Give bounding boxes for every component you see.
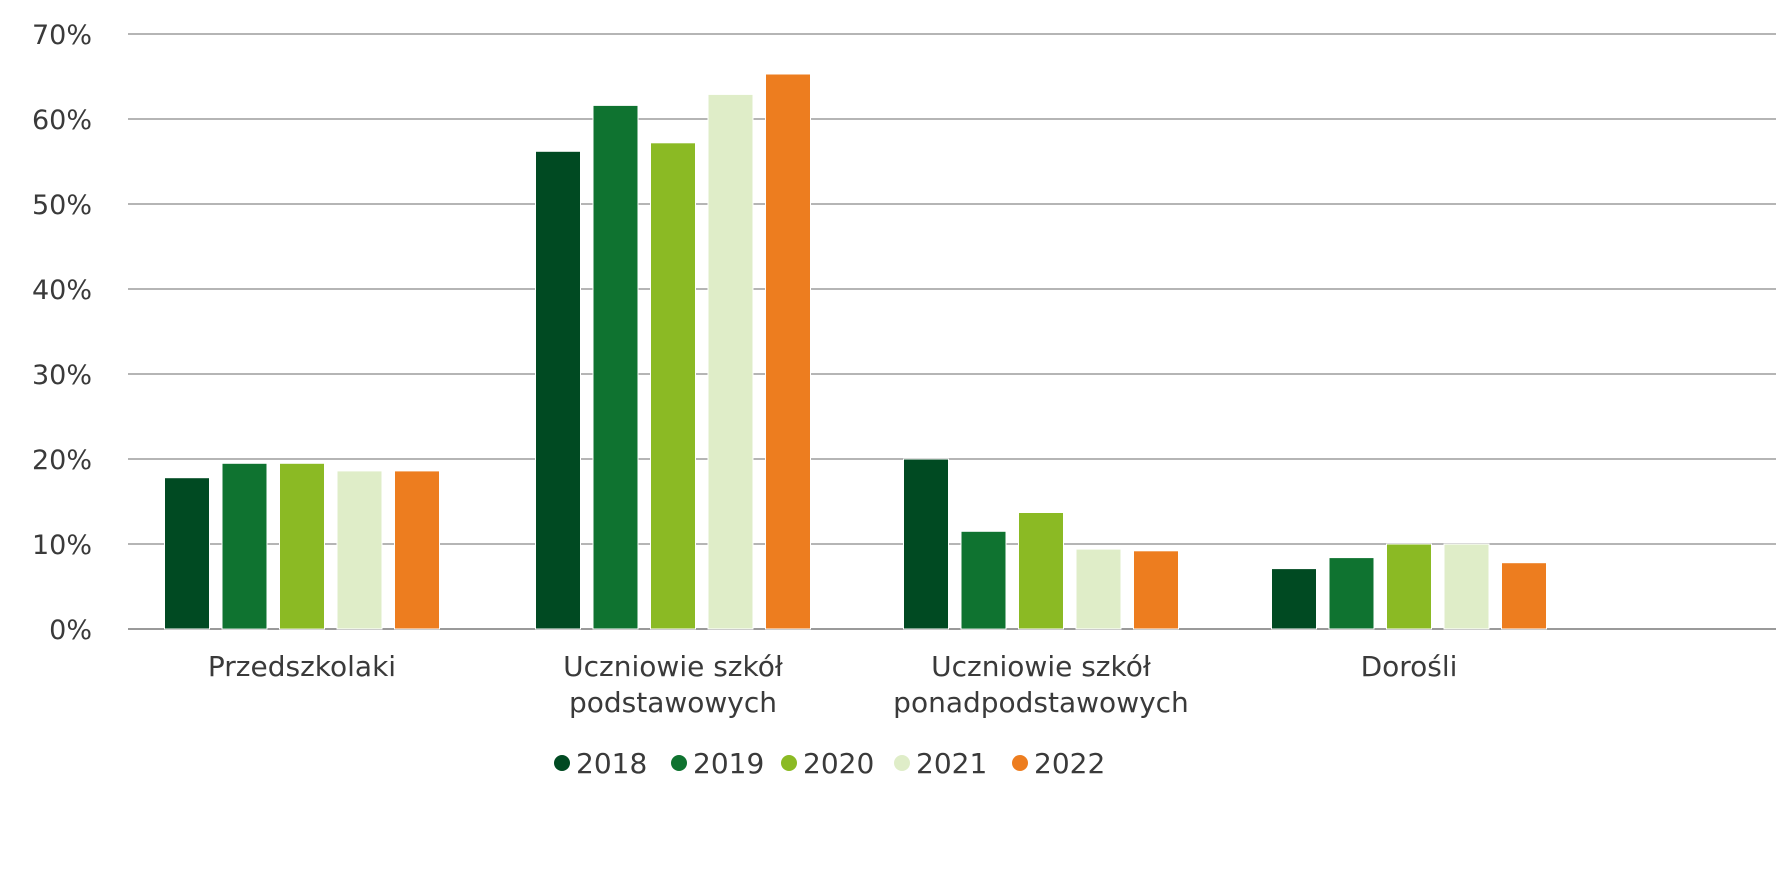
legend-marker-2021 [894, 755, 910, 771]
bar-2018-3 [1271, 568, 1317, 630]
bars [164, 73, 1547, 630]
y-axis-tick-labels: 0% 10% 20% 30% 40% 50% 60% 70% [32, 20, 92, 646]
legend-label: 2018 [576, 747, 647, 780]
x-axis-category-labels: Przedszkolaki Uczniowie szkół podstawowych… [208, 650, 1458, 719]
bar-2018-2 [903, 458, 949, 630]
bar-2021-2 [1075, 548, 1122, 630]
legend-label: 2022 [1034, 747, 1105, 780]
bar-2019-3 [1328, 557, 1375, 630]
x-category-label: Uczniowie szkół podstawowych [563, 650, 783, 719]
legend-marker-2020 [781, 755, 797, 771]
y-tick-label: 20% [32, 445, 92, 476]
bar-2022-3 [1501, 562, 1547, 630]
bar-2020-3 [1386, 543, 1432, 630]
bar-2021-0 [336, 470, 383, 630]
legend-label: 2020 [803, 747, 874, 780]
bar-2020-0 [279, 462, 325, 630]
y-tick-label: 50% [32, 190, 92, 221]
legend-marker-2018 [554, 755, 570, 771]
y-tick-label: 60% [32, 105, 92, 136]
legend-marker-2019 [671, 755, 687, 771]
y-tick-label: 70% [32, 20, 92, 51]
legend: 2018 2019 2020 2021 2022 [554, 747, 1105, 780]
legend-label: 2021 [916, 747, 987, 780]
bar-2020-2 [1018, 512, 1064, 630]
x-category-label: Uczniowie szkół ponadpodstawowych [893, 650, 1189, 719]
bar-2022-1 [765, 73, 811, 630]
bar-2019-2 [960, 530, 1007, 630]
legend-marker-2022 [1012, 755, 1028, 771]
bar-2022-2 [1133, 550, 1179, 630]
bar-2022-0 [394, 470, 440, 630]
bar-2018-1 [535, 150, 581, 630]
bar-2018-0 [164, 477, 210, 630]
bar-2019-0 [221, 462, 268, 630]
bar-2020-1 [650, 142, 696, 630]
y-tick-label: 10% [32, 530, 92, 561]
bar-2021-3 [1443, 543, 1490, 630]
legend-label: 2019 [693, 747, 764, 780]
x-category-label: Przedszkolaki [208, 650, 396, 683]
y-tick-label: 40% [32, 275, 92, 306]
x-category-label: Dorośli [1361, 650, 1458, 683]
y-tick-label: 0% [49, 615, 92, 646]
bar-2019-1 [592, 104, 639, 630]
bar-2021-1 [707, 93, 754, 630]
y-tick-label: 30% [32, 360, 92, 391]
